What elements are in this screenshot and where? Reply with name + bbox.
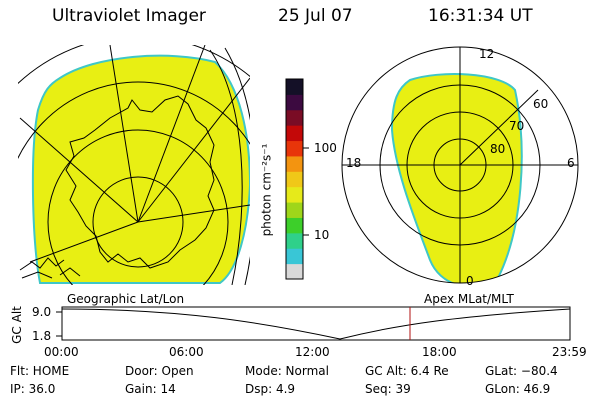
- latitude-grid: [18, 45, 250, 285]
- longitude-grid: [19, 45, 250, 263]
- right-auroral-region: [390, 73, 523, 283]
- info-glon: GLon: 46.9: [485, 382, 551, 396]
- colorbar-segment: [286, 109, 303, 126]
- colorbar-tick-10: 10: [314, 228, 330, 242]
- timeline-x-label-1800: 18:00: [422, 345, 457, 359]
- mlat-label-60: 60: [533, 97, 549, 111]
- info-seq: Seq: 39: [365, 382, 411, 396]
- mlt-label-18: 18: [346, 156, 362, 170]
- info-mode: Mode: Normal: [245, 364, 329, 378]
- info-gain: Gain: 14: [125, 382, 176, 396]
- left-auroral-region: [31, 54, 250, 284]
- timeline-x-label-2359: 23:59: [552, 345, 587, 359]
- coastline-fragments: [19, 257, 81, 279]
- colorbar-segment: [286, 125, 303, 142]
- date-label: 25 Jul 07: [278, 6, 353, 26]
- left-panel-label: Geographic Lat/Lon: [67, 292, 185, 306]
- timeline-y-label-top: 9.0: [32, 305, 52, 319]
- info-ip: IP: 36.0: [10, 382, 56, 396]
- altitude-curve: [61, 308, 571, 340]
- timeline-x-label-1200: 12:00: [295, 345, 330, 359]
- info-glat: GLat: −80.4: [485, 364, 558, 378]
- polar-grid: [341, 46, 579, 284]
- colorbar-segment: [286, 232, 303, 249]
- mlat-label-80: 80: [490, 142, 506, 156]
- colorbar-segment: [286, 186, 303, 203]
- timeline-axis-title: GC Alt: [10, 306, 24, 344]
- info-flt: Flt: HOME: [10, 364, 70, 378]
- colorbar-tick-100: 100: [314, 141, 337, 155]
- colorbar-segment: [286, 79, 303, 95]
- colorbar-segment: [286, 217, 303, 234]
- colorbar: [286, 79, 303, 280]
- instrument-title: Ultraviolet Imager: [52, 6, 206, 26]
- timeline-x-label-0600: 06:00: [169, 345, 204, 359]
- info-dsp: Dsp: 4.9: [245, 382, 296, 396]
- right-panel-label: Apex MLat/MLT: [424, 292, 514, 306]
- colorbar-segment: [286, 140, 303, 157]
- time-label: 16:31:34 UT: [428, 6, 533, 26]
- mlt-label-12: 12: [479, 47, 495, 61]
- mlt-label-0: 0: [466, 274, 474, 288]
- continent-outline: [65, 95, 215, 269]
- timeline-x-label-0000: 00:00: [44, 345, 79, 359]
- timeline-plot: [56, 306, 571, 341]
- mlat-label-70: 70: [509, 119, 525, 133]
- colorbar-segment: [286, 94, 303, 111]
- colorbar-segment: [286, 171, 303, 188]
- magnetic-polar-plot: [390, 73, 523, 283]
- geographic-map: [18, 45, 250, 285]
- info-door: Door: Open: [125, 364, 194, 378]
- colorbar-unit-label: photon cm⁻²s⁻¹: [259, 143, 274, 237]
- timeline-y-label-bottom: 1.8: [32, 329, 52, 343]
- mlt-label-6: 6: [567, 156, 575, 170]
- info-gc-alt: GC Alt: 6.4 Re: [365, 364, 449, 378]
- colorbar-segment: [286, 202, 303, 218]
- colorbar-segment: [286, 155, 303, 172]
- colorbar-segment: [286, 263, 303, 280]
- colorbar-segment: [286, 248, 303, 265]
